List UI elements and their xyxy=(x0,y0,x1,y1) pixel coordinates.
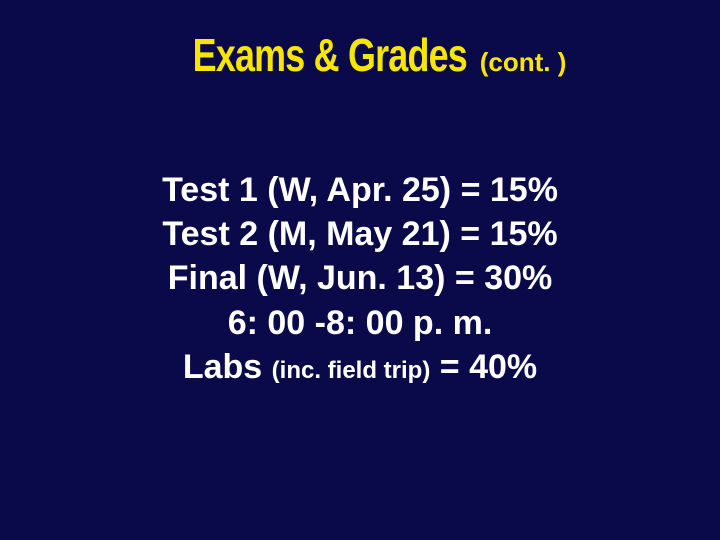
line-final: Final (W, Jun. 13) = 30% xyxy=(0,256,720,300)
line-time: 6: 00 -8: 00 p. m. xyxy=(0,301,720,345)
line-labs: Labs (inc. field trip) = 40% xyxy=(0,345,720,389)
line-test2: Test 2 (M, May 21) = 15% xyxy=(0,212,720,256)
labs-pct: = 40% xyxy=(430,348,537,386)
title-main: Exams & Grades xyxy=(192,28,466,82)
labs-note: (inc. field trip) xyxy=(272,357,431,384)
title-continuation: (cont. ) xyxy=(480,47,567,78)
line-test1: Test 1 (W, Apr. 25) = 15% xyxy=(0,168,720,212)
labs-label: Labs xyxy=(183,348,272,386)
slide-body: Test 1 (W, Apr. 25) = 15% Test 2 (M, May… xyxy=(0,168,720,389)
slide-title: Exams & Grades (cont. ) xyxy=(0,28,720,82)
slide: Exams & Grades (cont. ) Test 1 (W, Apr. … xyxy=(0,0,720,540)
